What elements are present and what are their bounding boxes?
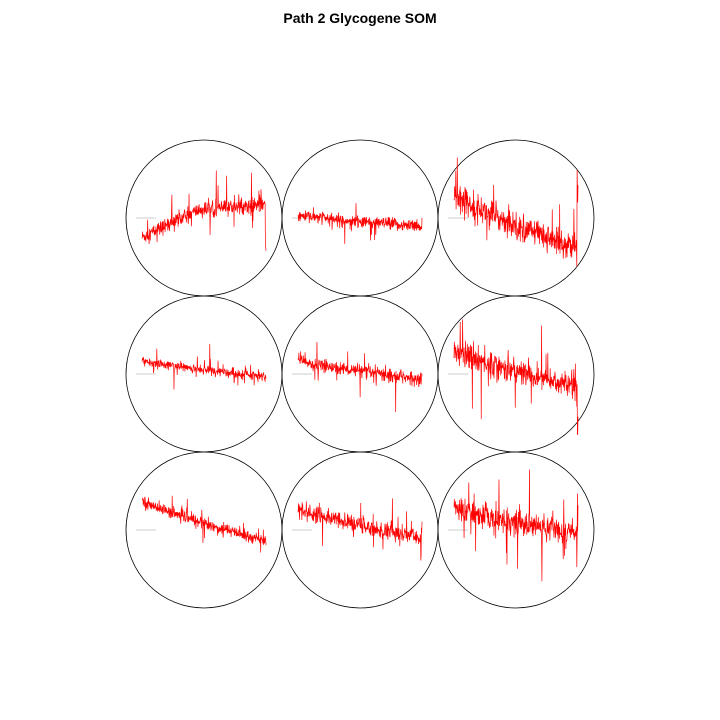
som-node-3-3 [438, 452, 594, 608]
codebook-line [298, 498, 422, 560]
som-node-2-2 [282, 296, 438, 452]
som-node-1-2 [282, 140, 438, 296]
codebook-line [454, 470, 578, 582]
som-node-2-1 [126, 296, 282, 452]
codebook-line [454, 158, 578, 267]
som-node-3-1 [126, 452, 282, 608]
codebook-line [142, 496, 266, 553]
som-node-1-3 [438, 140, 594, 296]
codebook-line [298, 342, 422, 412]
codebook-line [454, 319, 578, 434]
codebook-line [142, 344, 266, 390]
som-node-2-3 [438, 296, 594, 452]
codebook-line [142, 171, 266, 251]
codebook-line [298, 203, 422, 244]
som-node-3-2 [282, 452, 438, 608]
som-node-1-1 [126, 140, 282, 296]
